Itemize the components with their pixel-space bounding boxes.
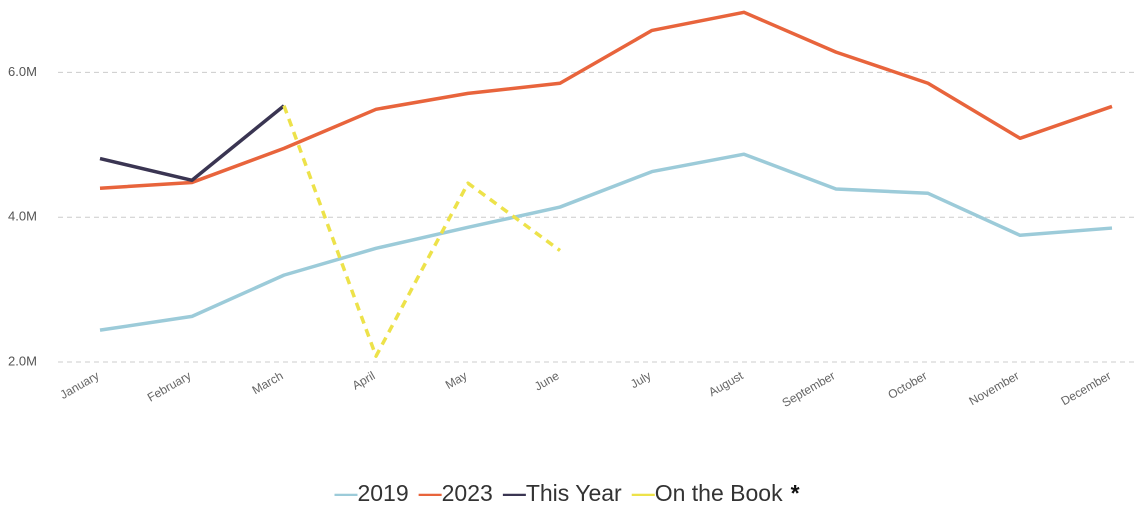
y-tick-label: 2.0M [8,353,37,368]
legend-label: 2023 [442,480,493,506]
x-tick-label: August [706,368,746,399]
x-tick-label: November [967,368,1022,408]
legend: —2019 —2023 —This Year —On the Book * [334,480,799,506]
series-line [99,152,1113,332]
x-tick-label: May [443,368,470,391]
x-tick-label: March [250,368,286,397]
x-tick-label: December [1059,368,1114,408]
legend-swatch: — [419,480,442,506]
x-tick-label: June [532,368,562,393]
legend-swatch: — [334,480,357,506]
legend-swatch: — [503,480,526,506]
x-tick-label: January [58,368,102,401]
legend-label: On the Book [655,480,783,506]
legend-label: This Year [526,480,622,506]
legend-swatch: — [632,480,655,506]
x-tick-label: October [886,368,930,401]
x-tick-label: February [145,368,194,404]
legend-note: * [791,480,800,506]
series-line [282,105,562,358]
series-line [99,104,286,183]
y-tick-label: 4.0M [8,209,37,224]
x-tick-label: April [350,368,378,392]
x-tick-label: July [628,368,653,391]
series-line [99,10,1113,190]
legend-label: 2019 [357,480,408,506]
x-tick-label: September [780,368,838,409]
y-tick-label: 6.0M [8,64,37,79]
